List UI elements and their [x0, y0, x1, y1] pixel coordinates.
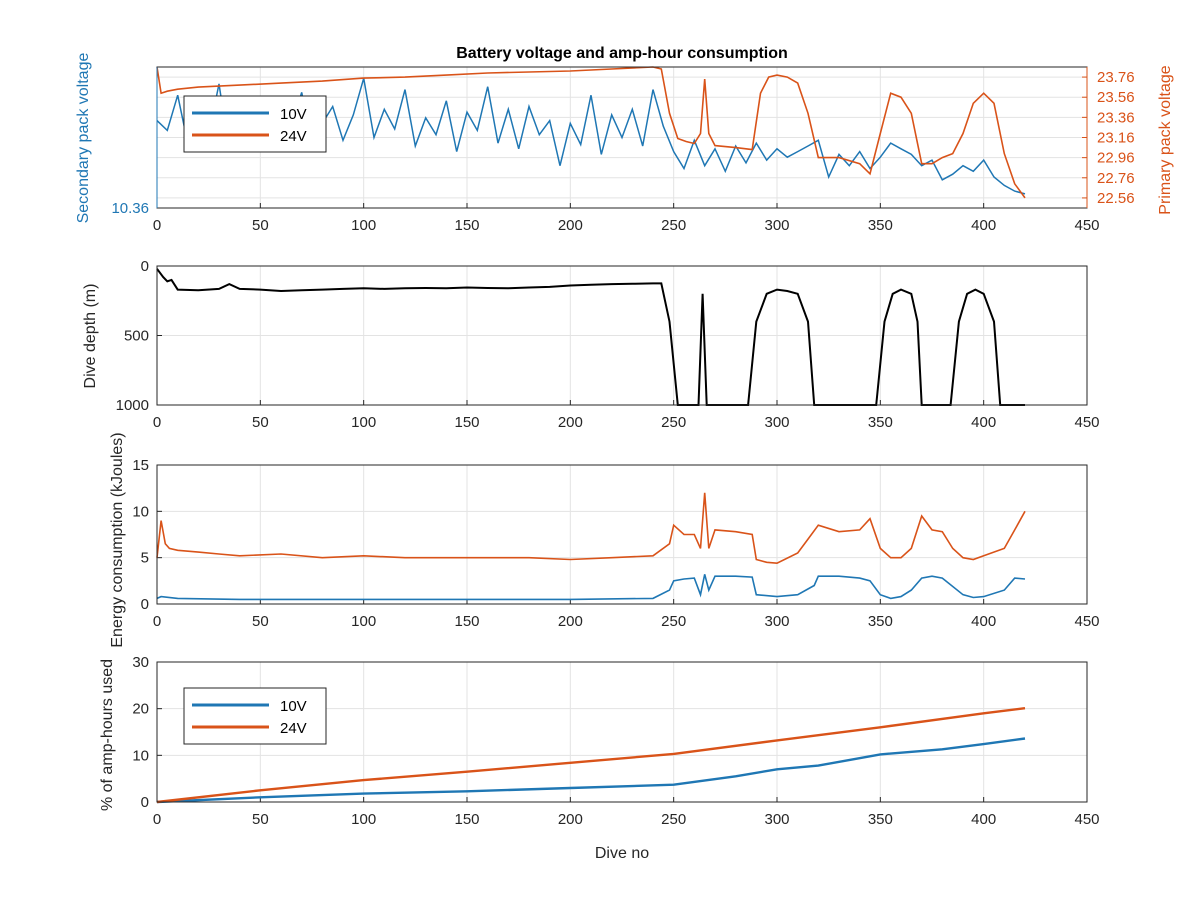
y-tick-label: 15: [132, 457, 149, 474]
x-tick-label: 0: [153, 217, 161, 234]
y-tick-label-right: 23.56: [1097, 89, 1135, 106]
x-tick-label: 100: [351, 613, 376, 630]
x-tick-label: 300: [764, 217, 789, 234]
axes-box-3: [156, 464, 1088, 605]
x-tick-label: 250: [661, 414, 686, 431]
y-tick-label: 0: [141, 596, 149, 613]
y-axis-label: Dive depth (m): [82, 284, 99, 389]
series-10V-line: [156, 78, 1026, 195]
y-tick-label: 10: [132, 747, 149, 764]
x-tick-label: 400: [971, 613, 996, 630]
x-tick-label: 100: [351, 217, 376, 234]
y-tick-label: 0: [141, 258, 149, 275]
y-tick-label-right: 22.76: [1097, 170, 1135, 187]
y-axis-label: Energy consumption (kJoules): [109, 432, 126, 647]
x-tick-label: 0: [153, 613, 161, 630]
legend-label-10V: 10V: [280, 106, 307, 123]
x-tick-label: 200: [558, 414, 583, 431]
x-tick-label: 450: [1074, 613, 1099, 630]
x-tick-label: 250: [661, 613, 686, 630]
x-tick-label: 150: [454, 811, 479, 828]
x-tick-label: 400: [971, 811, 996, 828]
y-tick-label: 500: [124, 328, 149, 345]
legend-label-24V: 24V: [280, 128, 307, 145]
x-tick-label: 350: [868, 613, 893, 630]
y-axis-label: % of amp-hours used: [99, 659, 116, 811]
x-tick-label: 400: [971, 414, 996, 431]
y-tick-label: 0: [141, 794, 149, 811]
y-tick-label-right: 22.56: [1097, 190, 1135, 207]
x-axis-label: Dive no: [595, 845, 649, 862]
x-tick-label: 450: [1074, 217, 1099, 234]
y-tick-label-right: 23.76: [1097, 69, 1135, 86]
x-tick-label: 50: [252, 613, 269, 630]
series-10V-line: [156, 737, 1026, 804]
axes-box-4: [156, 661, 1088, 803]
x-tick-label: 200: [558, 811, 583, 828]
x-tick-label: 250: [661, 217, 686, 234]
y-tick-label: 20: [132, 701, 149, 718]
series-24V-line: [156, 707, 1026, 804]
y-tick-label: 5: [141, 550, 149, 567]
y-tick-label: 1000: [116, 397, 149, 414]
y-tick-label-right: 22.96: [1097, 150, 1135, 167]
x-tick-label: 350: [868, 414, 893, 431]
chart-layer: 0 50 100 150 200 250 300 350 400 45022.5622.7622.…: [75, 53, 1174, 862]
figure-title: Battery voltage and amp-hour consumption: [456, 45, 788, 62]
x-tick-label: 200: [558, 217, 583, 234]
y-tick-label-right: 23.36: [1097, 109, 1135, 126]
x-tick-label: 400: [971, 217, 996, 234]
x-tick-label: 300: [764, 811, 789, 828]
series-10V-line: [156, 574, 1026, 601]
x-tick-label: 0: [153, 414, 161, 431]
x-tick-label: 350: [868, 217, 893, 234]
y-tick-label: 10: [132, 503, 149, 520]
legend-box: [183, 687, 327, 745]
x-tick-label: 300: [764, 613, 789, 630]
plot-area-3: [157, 465, 1087, 604]
y-axis-label-left: Secondary pack voltage: [75, 53, 92, 224]
x-tick-label: 200: [558, 613, 583, 630]
x-tick-label: 0: [153, 811, 161, 828]
x-tick-label: 450: [1074, 811, 1099, 828]
x-tick-label: 150: [454, 414, 479, 431]
y-tick-label: 30: [132, 654, 149, 671]
series-24V-line: [156, 492, 1026, 565]
x-tick-label: 150: [454, 217, 479, 234]
x-tick-label: 100: [351, 811, 376, 828]
legend-label-10V: 10V: [280, 698, 307, 715]
y-tick-label-left: 10.36: [111, 200, 149, 217]
legend-label-24V: 24V: [280, 720, 307, 737]
x-tick-label: 450: [1074, 414, 1099, 431]
x-tick-label: 100: [351, 414, 376, 431]
legend-box: [183, 95, 327, 153]
x-tick-label: 50: [252, 414, 269, 431]
x-tick-label: 150: [454, 613, 479, 630]
y-tick-label-right: 23.16: [1097, 130, 1135, 147]
x-tick-label: 350: [868, 811, 893, 828]
x-tick-label: 50: [252, 217, 269, 234]
x-tick-label: 250: [661, 811, 686, 828]
x-tick-label: 50: [252, 811, 269, 828]
series-24V-line: [156, 66, 1026, 199]
x-tick-label: 300: [764, 414, 789, 431]
axes-box-2: [156, 265, 1088, 406]
y-axis-label-right: Primary pack voltage: [1157, 65, 1174, 214]
